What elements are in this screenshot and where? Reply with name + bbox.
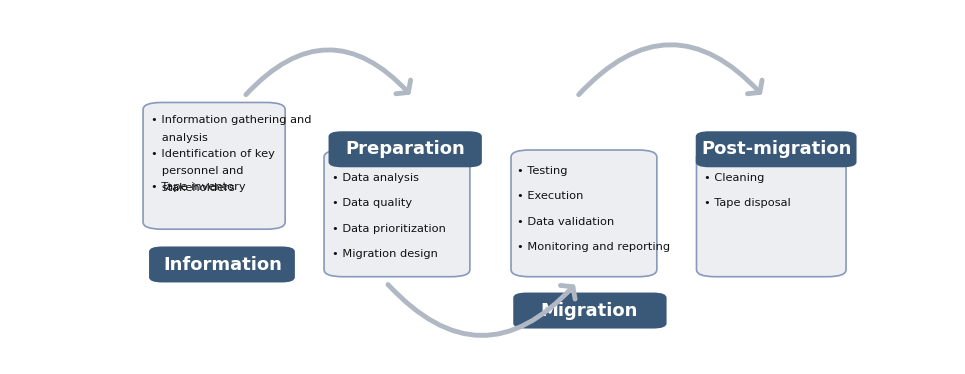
FancyBboxPatch shape	[324, 150, 470, 277]
Text: • Data quality: • Data quality	[332, 198, 412, 208]
FancyBboxPatch shape	[697, 150, 846, 277]
Text: Information: Information	[163, 255, 282, 274]
Text: stakeholders: stakeholders	[151, 183, 234, 193]
Text: analysis: analysis	[151, 133, 207, 142]
Text: • Data prioritization: • Data prioritization	[332, 224, 446, 234]
Text: Migration: Migration	[540, 302, 638, 320]
Text: • Monitoring and reporting: • Monitoring and reporting	[517, 242, 670, 252]
FancyBboxPatch shape	[511, 150, 657, 277]
Text: • Execution: • Execution	[517, 191, 584, 201]
Text: • Data analysis: • Data analysis	[332, 173, 419, 183]
Text: • Information gathering and: • Information gathering and	[151, 116, 311, 125]
Text: • Data validation: • Data validation	[517, 217, 615, 227]
Text: Post-migration: Post-migration	[702, 140, 852, 159]
Text: personnel and: personnel and	[151, 166, 243, 176]
FancyBboxPatch shape	[513, 292, 667, 328]
Text: • Migration design: • Migration design	[332, 249, 438, 259]
Text: • Tape disposal: • Tape disposal	[703, 198, 790, 208]
Text: Preparation: Preparation	[345, 140, 465, 159]
FancyBboxPatch shape	[143, 102, 286, 229]
FancyBboxPatch shape	[696, 131, 857, 167]
FancyBboxPatch shape	[328, 131, 482, 167]
Text: • Tape inventory: • Tape inventory	[151, 182, 245, 191]
FancyBboxPatch shape	[149, 246, 295, 282]
Text: • Testing: • Testing	[517, 166, 567, 176]
Text: • Cleaning: • Cleaning	[703, 173, 764, 183]
Text: • Identification of key: • Identification of key	[151, 148, 274, 159]
